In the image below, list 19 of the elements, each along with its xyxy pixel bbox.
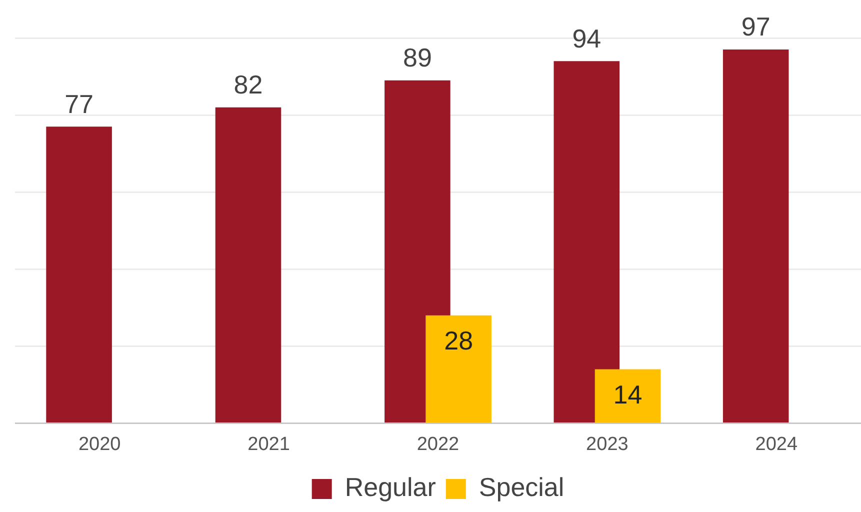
data-label: 89 [402, 42, 432, 73]
x-tick-label: 2023 [586, 434, 628, 455]
data-label: 82 [234, 70, 263, 100]
x-tick-label: 2021 [248, 434, 290, 455]
data-label: 28 [444, 326, 474, 356]
bar [426, 315, 492, 422]
data-label: 97 [741, 12, 770, 42]
bar [46, 126, 112, 422]
bar [215, 107, 282, 422]
x-tick-label: 2020 [78, 434, 121, 455]
data-label: 77 [64, 88, 94, 119]
legend-label: Special [478, 472, 564, 502]
x-tick-label: 2024 [755, 434, 798, 455]
data-label: 14 [613, 379, 642, 410]
bar [722, 50, 789, 422]
legend-label: Regular [344, 472, 436, 502]
data-label: 94 [572, 23, 602, 54]
x-tick-label: 2022 [416, 434, 460, 455]
bar [594, 369, 661, 422]
